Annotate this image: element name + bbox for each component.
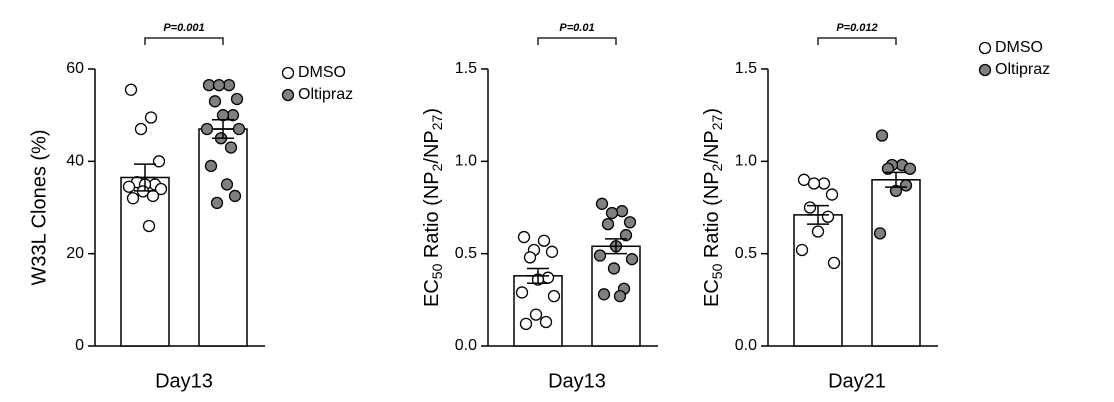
data-point <box>515 286 529 299</box>
data-point <box>142 219 156 233</box>
significance-bracket <box>817 37 897 45</box>
data-point <box>232 122 246 136</box>
bar <box>871 179 921 347</box>
data-point <box>224 141 238 154</box>
data-point <box>797 173 811 186</box>
data-point <box>613 289 627 303</box>
data-point <box>208 95 222 108</box>
data-point <box>827 256 841 270</box>
data-point <box>547 289 561 303</box>
data-point <box>144 111 158 124</box>
data-point <box>873 227 887 240</box>
data-point <box>519 317 533 330</box>
data-point <box>811 225 825 238</box>
significance-bracket <box>537 37 617 45</box>
data-point <box>517 230 531 244</box>
data-point <box>146 189 160 203</box>
data-point <box>523 251 537 264</box>
y-tick-label: 1.0 <box>735 153 757 170</box>
y-tick-label: 0.5 <box>735 245 757 262</box>
data-point <box>230 92 244 106</box>
data-point <box>817 177 831 190</box>
data-point <box>605 206 619 220</box>
data-point <box>212 79 226 92</box>
y-tick-label: 1.0 <box>455 153 477 170</box>
data-point <box>154 182 168 196</box>
data-point <box>821 210 835 223</box>
data-point <box>541 271 555 284</box>
data-point <box>200 122 214 136</box>
y-tick-label: 1.5 <box>455 60 477 77</box>
data-point <box>795 243 809 257</box>
data-point <box>615 205 629 218</box>
legend-label: Oltipraz <box>995 61 1050 78</box>
data-point <box>619 229 633 242</box>
data-point <box>593 249 607 262</box>
legend-label: DMSO <box>298 64 346 81</box>
y-tick-label: 0.5 <box>455 245 477 262</box>
data-point <box>122 180 136 193</box>
bar <box>120 176 170 347</box>
data-point <box>216 109 230 122</box>
y-tick-label: 20 <box>66 245 84 262</box>
data-point <box>210 196 224 210</box>
x-axis-label: Day13 <box>155 370 213 392</box>
legend-marker <box>978 63 992 77</box>
y-axis-label: EC50 Ratio (NP2/NP27) <box>421 108 444 307</box>
data-point <box>539 315 553 329</box>
p-value: P=0.012 <box>836 22 877 34</box>
y-tick-label: 0 <box>75 337 84 354</box>
data-point <box>595 197 609 210</box>
data-point <box>228 189 242 203</box>
data-point <box>220 178 234 191</box>
y-tick-label: 1.5 <box>735 60 757 77</box>
data-point <box>903 162 917 175</box>
legend-marker <box>281 88 295 102</box>
y-axis-label: EC50 Ratio (NP2/NP27) <box>701 108 724 307</box>
data-point <box>545 245 559 258</box>
x-axis-label: Day13 <box>548 370 606 392</box>
p-value: P=0.001 <box>163 22 204 34</box>
x-axis-label: Day21 <box>828 370 886 392</box>
data-point <box>807 177 821 190</box>
y-tick-label: 0.0 <box>455 337 477 354</box>
data-point <box>126 192 140 205</box>
p-value: P=0.01 <box>559 22 594 34</box>
data-point <box>597 288 611 301</box>
data-point <box>625 253 639 266</box>
legend-label: DMSO <box>995 39 1043 56</box>
data-point <box>601 217 615 231</box>
data-point <box>825 188 839 201</box>
data-point <box>204 159 218 173</box>
y-axis-label: W33L Clones (%) <box>28 130 50 286</box>
legend-marker <box>281 66 295 80</box>
y-tick-label: 40 <box>66 153 84 170</box>
data-point <box>537 234 551 247</box>
data-point <box>803 201 817 214</box>
data-point <box>607 262 621 275</box>
y-tick-label: 60 <box>66 60 84 77</box>
significance-bracket <box>144 37 224 45</box>
data-point <box>875 129 889 142</box>
legend-label: Oltipraz <box>298 86 353 103</box>
bar <box>198 128 248 347</box>
data-point <box>152 155 166 168</box>
data-point <box>623 216 637 229</box>
data-point <box>134 122 148 136</box>
legend-marker <box>978 41 992 55</box>
data-point <box>899 179 913 192</box>
data-point <box>529 308 543 321</box>
data-point <box>124 83 138 96</box>
data-point <box>881 162 895 175</box>
y-tick-label: 0.0 <box>735 337 757 354</box>
